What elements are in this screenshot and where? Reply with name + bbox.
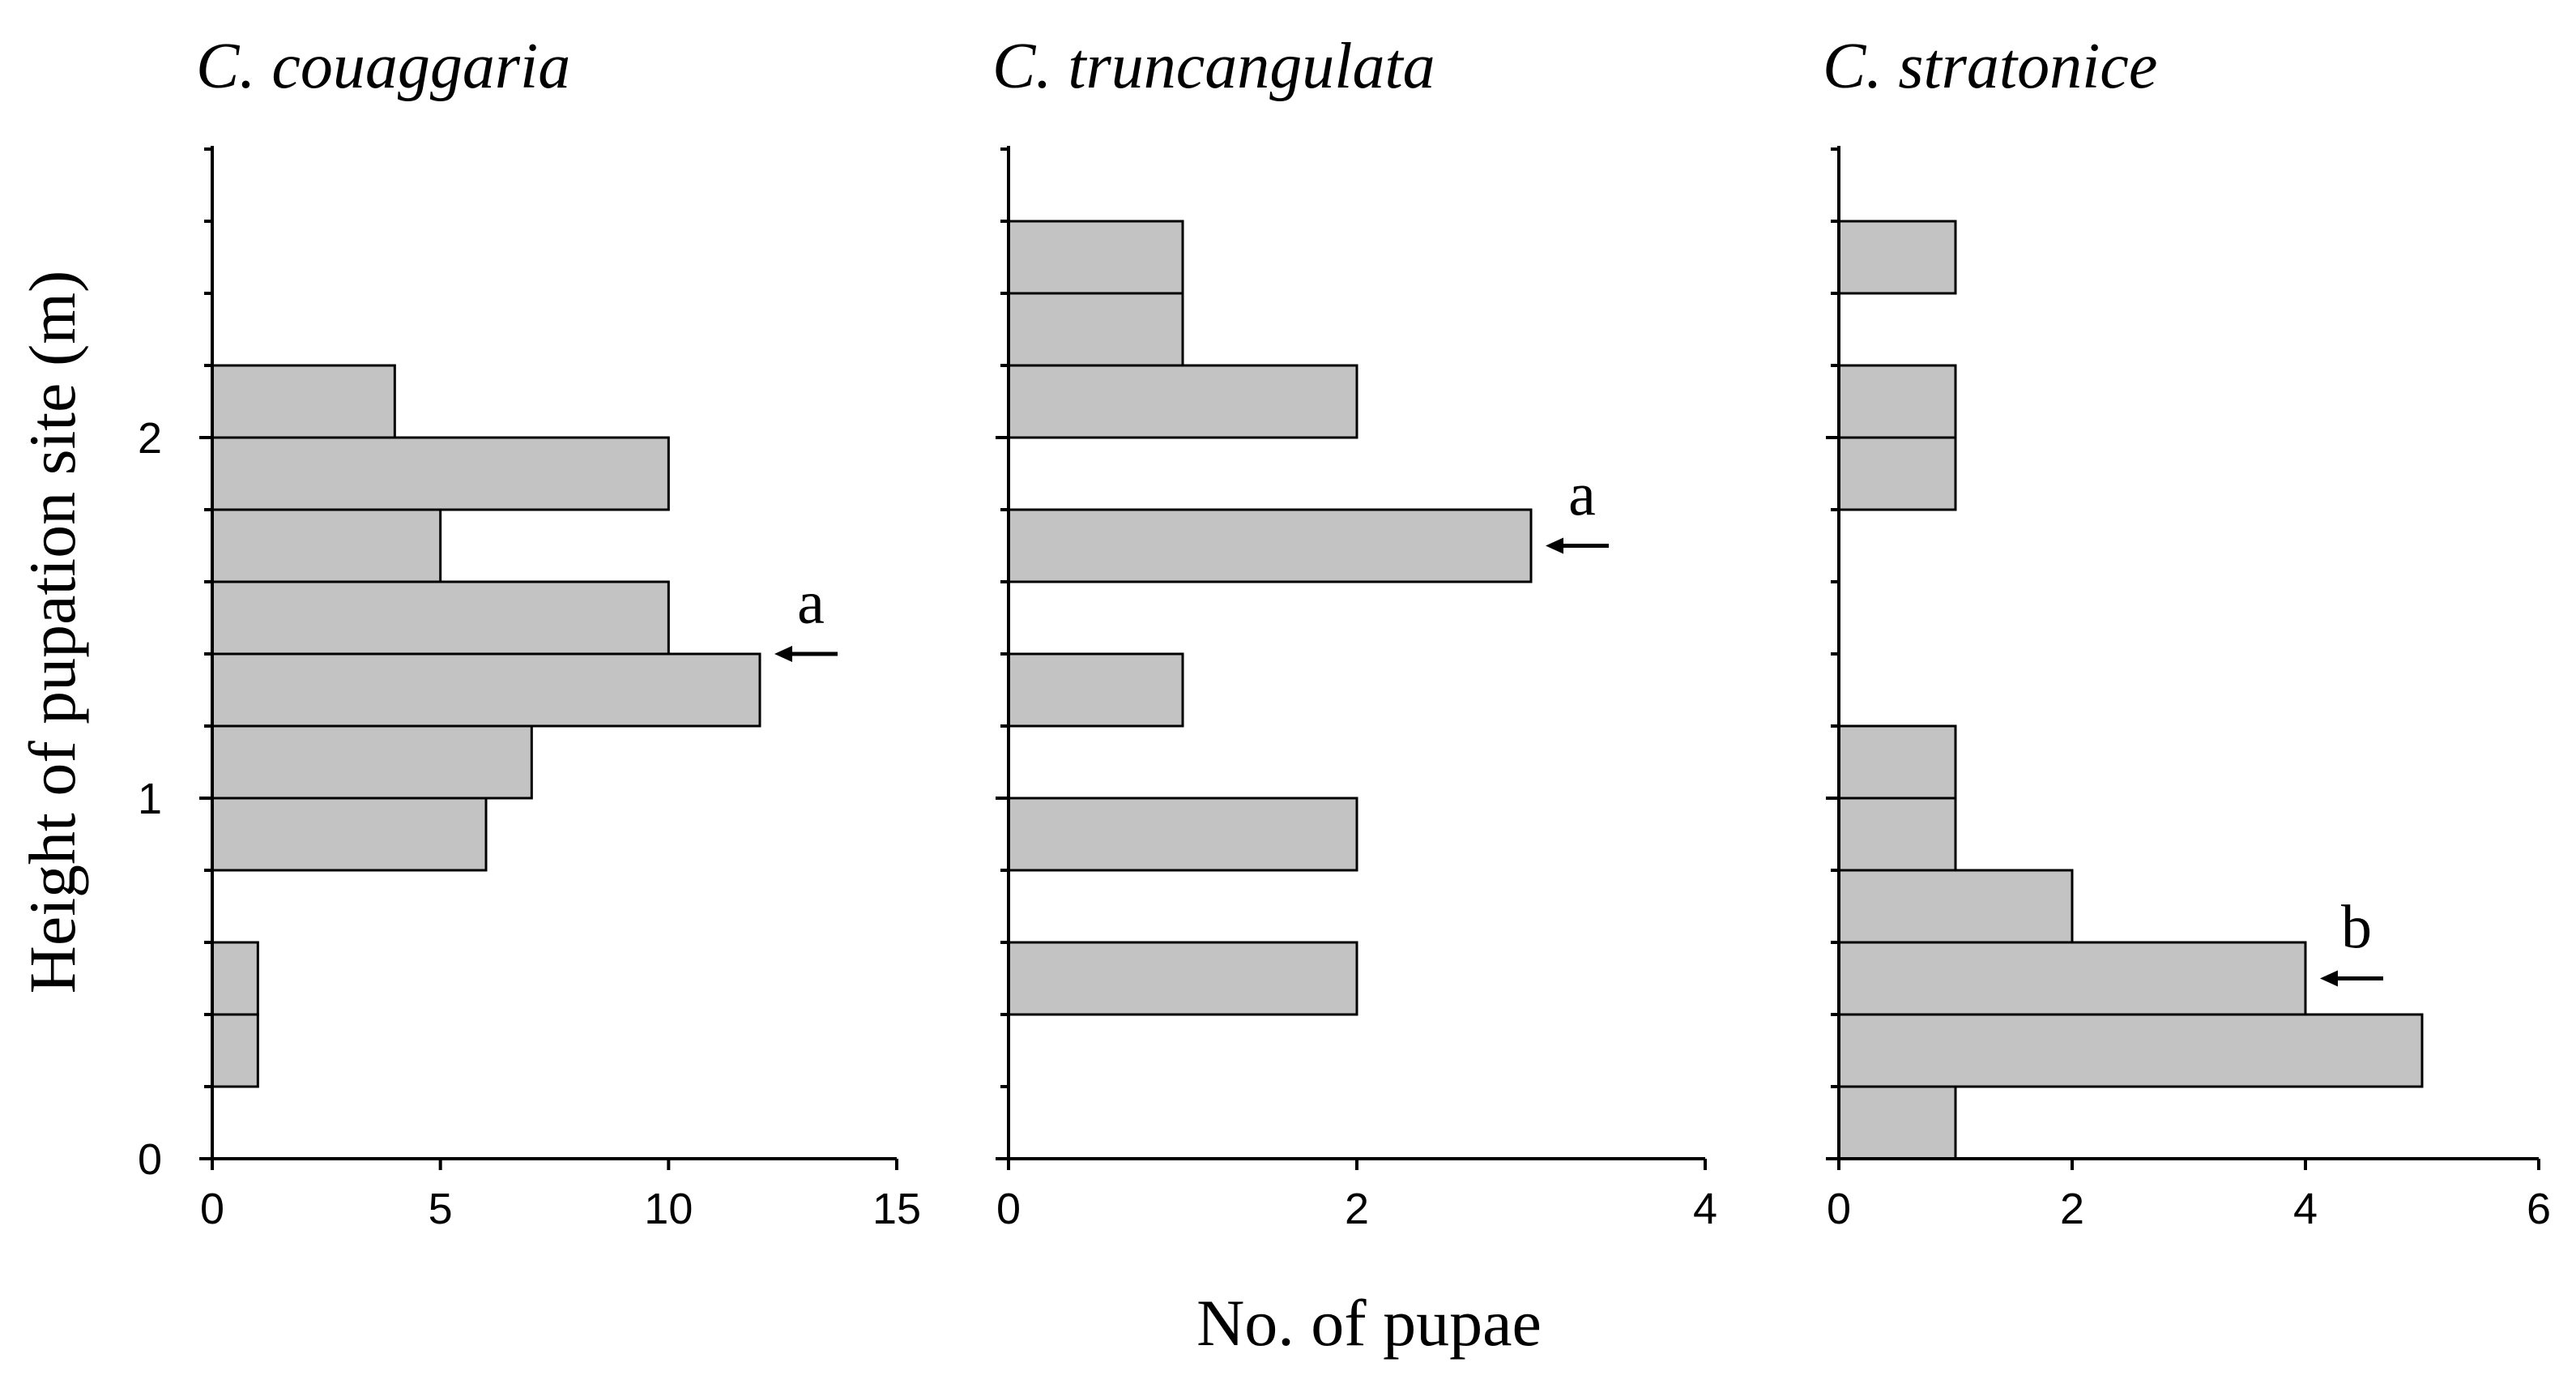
panel-1: C. couaggaria 0 1 2 0 5 10 15 a <box>138 31 921 1233</box>
histogram-bar <box>1837 220 1957 295</box>
histogram-bar <box>1837 941 2307 1016</box>
x-tick-label: 0 <box>996 1185 1021 1233</box>
marker-arrow-head <box>2320 970 2338 987</box>
histogram-bar <box>1007 220 1184 295</box>
histogram-bar <box>211 724 533 800</box>
histogram-bar <box>211 580 670 656</box>
x-tick-label: 5 <box>429 1185 453 1233</box>
marker-label: b <box>2341 894 2372 962</box>
histogram-bar <box>1837 1013 2424 1088</box>
x-tick-label: 2 <box>1345 1185 1369 1233</box>
histogram-bar <box>211 364 396 439</box>
histogram-bar <box>211 797 488 872</box>
histogram-bar <box>1007 797 1358 872</box>
histogram-bar <box>1007 508 1533 583</box>
histogram-bar <box>1007 652 1184 728</box>
marker-label: a <box>1568 461 1596 529</box>
panel-title: C. truncangulata <box>992 31 1435 102</box>
marker-label: a <box>797 569 825 637</box>
y-tick-label: 1 <box>138 775 162 823</box>
marker-arrow <box>774 646 838 662</box>
x-tick-label: 4 <box>1693 1185 1717 1233</box>
histogram-bar <box>1837 869 2074 944</box>
marker-arrow-head <box>774 646 792 662</box>
x-tick-label: 15 <box>872 1185 921 1233</box>
histogram-bar <box>211 436 670 511</box>
histogram-bar <box>1007 941 1358 1016</box>
y-axis-title: Height of pupation site (m) <box>15 271 89 994</box>
histogram-bar <box>1007 292 1184 367</box>
histogram-bar <box>1837 436 1957 511</box>
x-tick-label: 10 <box>644 1185 693 1233</box>
y-tick-label: 0 <box>138 1135 162 1184</box>
y-tick-label: 2 <box>138 414 162 463</box>
histogram-bar <box>1837 797 1957 872</box>
panel-3: C. stratonice 0 2 4 6 b <box>1823 31 2551 1233</box>
histogram-bar <box>211 652 761 728</box>
panel-title: C. couaggaria <box>196 31 570 102</box>
histogram-bar <box>1837 1085 1957 1160</box>
histogram-bar <box>1007 364 1358 439</box>
marker-arrow-head <box>1546 537 1563 554</box>
marker-arrow <box>1546 537 1609 554</box>
x-axis-title: No. of pupae <box>1196 1286 1542 1360</box>
x-tick-label: 0 <box>200 1185 224 1233</box>
histogram-bar <box>211 941 259 1016</box>
x-tick-label: 4 <box>2293 1185 2318 1233</box>
histogram-bar <box>211 508 442 583</box>
panel-2: C. truncangulata 0 2 4 a <box>992 31 1717 1233</box>
histogram-bar <box>1837 364 1957 439</box>
x-tick-label: 0 <box>1827 1185 1851 1233</box>
x-tick-label: 2 <box>2060 1185 2084 1233</box>
x-tick-label: 6 <box>2527 1185 2551 1233</box>
histogram-bar <box>1837 724 1957 800</box>
panels-group: C. couaggaria 0 1 2 0 5 10 15 a C. truncangulata 0… <box>138 31 2551 1233</box>
marker-arrow <box>2320 970 2383 987</box>
histogram-bar <box>211 1013 259 1088</box>
panel-title: C. stratonice <box>1823 31 2157 102</box>
